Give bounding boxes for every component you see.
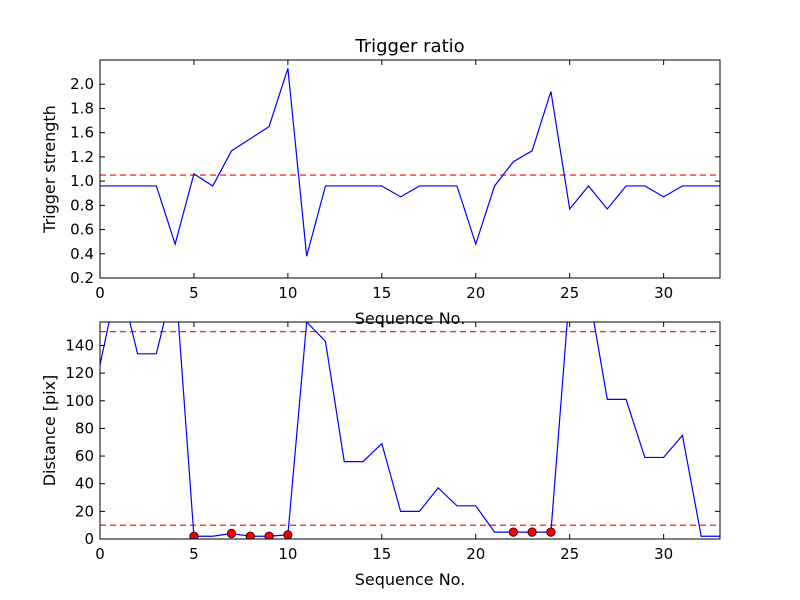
x-tick-label: 20 bbox=[466, 545, 485, 563]
data-point bbox=[546, 527, 556, 537]
y-tick-label: 0.4 bbox=[70, 245, 94, 263]
x-axis-label: Sequence No. bbox=[355, 570, 466, 589]
y-axis-label: Distance [pix] bbox=[40, 375, 59, 487]
x-tick-label: 15 bbox=[372, 284, 391, 302]
data-point bbox=[264, 531, 274, 539]
y-tick-label: 140 bbox=[65, 336, 94, 354]
y-tick-label: 20 bbox=[75, 502, 94, 520]
x-tick-label: 15 bbox=[372, 545, 391, 563]
y-tick-label: 1.8 bbox=[70, 99, 94, 117]
trigger-ratio-chart: 0 5 10 15 20 25 30 0.2 0.4 0.6 0.8 1.0 1.2 1.6 1.8 2.0 S… bbox=[40, 36, 721, 328]
y-tick-label: 80 bbox=[75, 419, 94, 437]
x-tick-label: 25 bbox=[560, 545, 579, 563]
x-tick-label: 0 bbox=[95, 284, 105, 302]
x-tick-label: 10 bbox=[278, 284, 297, 302]
axes-frame bbox=[99, 59, 721, 279]
x-tick-label: 25 bbox=[560, 284, 579, 302]
series-line bbox=[100, 322, 720, 537]
y-tick-label: 60 bbox=[75, 447, 94, 465]
y-tick-label: 1.2 bbox=[70, 148, 94, 166]
data-point bbox=[245, 531, 255, 539]
plot-area bbox=[100, 68, 720, 257]
data-point bbox=[527, 527, 537, 537]
x-tick-label: 5 bbox=[189, 284, 199, 302]
x-tick-label: 5 bbox=[189, 545, 199, 563]
y-tick-label: 1.6 bbox=[70, 124, 94, 142]
y-tick-label: 0.2 bbox=[70, 269, 94, 287]
x-tick-label: 10 bbox=[278, 545, 297, 563]
data-point bbox=[226, 528, 237, 539]
data-point bbox=[508, 527, 518, 537]
y-tick-label: 100 bbox=[65, 392, 94, 410]
y-tick-label: 120 bbox=[65, 364, 94, 382]
y-tick-label: 2.0 bbox=[70, 75, 94, 93]
plot-area bbox=[100, 322, 720, 539]
chart-title: Trigger ratio bbox=[354, 36, 464, 57]
y-tick-label: 1.0 bbox=[70, 172, 94, 190]
distance-chart: 0 5 10 15 20 25 30 0 20 40 60 80 100 120 140 Sequence N… bbox=[40, 321, 721, 589]
x-tick-label: 0 bbox=[95, 545, 105, 563]
x-tick-label: 20 bbox=[466, 284, 485, 302]
y-tick-label: 0 bbox=[84, 530, 94, 548]
x-axis-label: Sequence No. bbox=[355, 309, 466, 328]
y-tick-label: 0.6 bbox=[70, 221, 94, 239]
x-tick-label: 30 bbox=[654, 284, 673, 302]
series-line bbox=[100, 68, 720, 257]
x-tick-label: 30 bbox=[654, 545, 673, 563]
y-axis-label: Trigger strength bbox=[40, 105, 59, 234]
y-tick-label: 0.8 bbox=[70, 196, 94, 214]
y-tick-label: 40 bbox=[75, 475, 94, 493]
axes-frame bbox=[99, 321, 721, 540]
